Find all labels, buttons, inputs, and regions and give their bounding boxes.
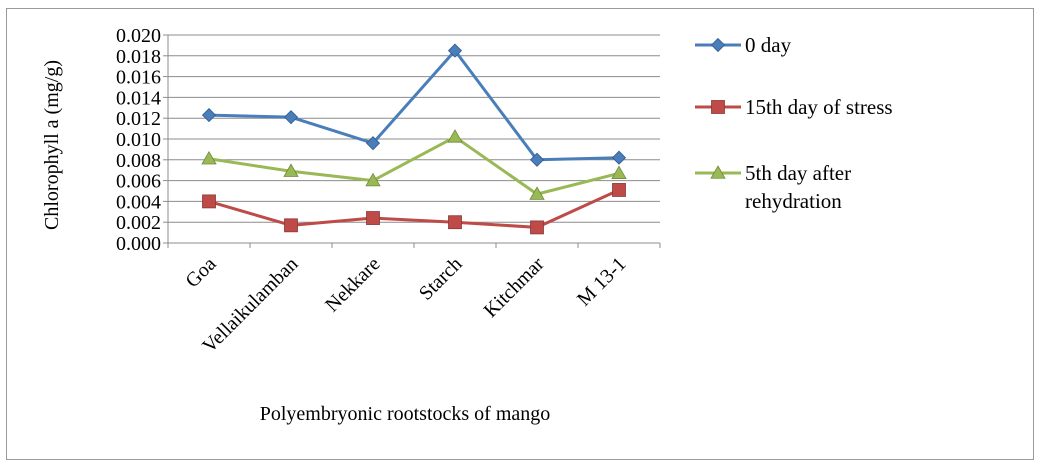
y-tick-label: 0.006: [116, 171, 161, 193]
y-tick-label: 0.020: [116, 25, 161, 47]
legend-entry: 5th day after rehydration: [695, 161, 851, 213]
data-point: [283, 163, 299, 177]
data-point: [365, 172, 381, 187]
data-point: [447, 43, 463, 58]
y-tick-label: 0.000: [116, 233, 161, 255]
data-point: [530, 220, 544, 235]
x-tick-label: Nekkare: [321, 253, 385, 317]
x-axis-title: Polyembryonic rootstocks of mango: [260, 403, 551, 425]
legend-label: 0 day: [745, 33, 792, 57]
series-line: [208, 188, 620, 229]
axes: [163, 34, 661, 248]
legend-entry: 0 day: [695, 33, 792, 57]
data-point: [201, 150, 217, 165]
series-1: [201, 43, 627, 167]
data-point: [611, 150, 627, 165]
data-point: [447, 129, 463, 143]
data-point: [529, 152, 545, 167]
data-point: [284, 218, 298, 233]
y-tick-label: 0.004: [116, 191, 161, 213]
data-point: [611, 165, 627, 179]
data-point: [448, 215, 462, 230]
y-tick-label: 0.018: [116, 46, 161, 68]
series-3: [201, 129, 627, 200]
y-tick-labels: 0.0000.0020.0040.0060.0080.0100.0120.014…: [116, 25, 161, 255]
x-tick-label: Kitchmar: [480, 253, 549, 322]
y-axis-title: Chlorophyll a (mg/g): [41, 60, 63, 230]
data-point: [366, 211, 380, 225]
x-tick-label: Starch: [415, 253, 467, 305]
gridlines: [168, 34, 660, 223]
legend-label: 15th day of stress: [745, 95, 893, 119]
x-tick-label: M 13-1: [573, 253, 631, 311]
legend-entry: 15th day of stress: [695, 95, 893, 119]
data-point: [201, 108, 217, 123]
series-2: [202, 183, 626, 235]
data-point: [365, 136, 381, 151]
legend-label: 5th day after: [745, 161, 851, 185]
data-point: [612, 183, 626, 197]
series: [201, 43, 627, 235]
legend-label: rehydration: [745, 189, 842, 213]
y-tick-label: 0.010: [116, 129, 161, 151]
series-line: [208, 135, 620, 196]
y-tick-label: 0.016: [116, 67, 161, 89]
x-tick-label: Goa: [181, 253, 220, 292]
legend: 0 day 15th day of stress 5th day after rehy…: [695, 33, 893, 213]
legend-marker: [711, 100, 725, 114]
chart-frame: [6, 8, 1034, 460]
data-point: [529, 186, 545, 200]
data-point: [283, 110, 299, 125]
data-point: [202, 194, 216, 209]
legend-marker: [710, 165, 726, 179]
y-tick-label: 0.014: [116, 87, 161, 109]
legend-marker: [710, 37, 726, 53]
y-tick-label: 0.008: [116, 150, 161, 172]
y-tick-label: 0.012: [116, 108, 161, 130]
series-line: [208, 49, 620, 162]
y-tick-label: 0.002: [116, 212, 161, 234]
